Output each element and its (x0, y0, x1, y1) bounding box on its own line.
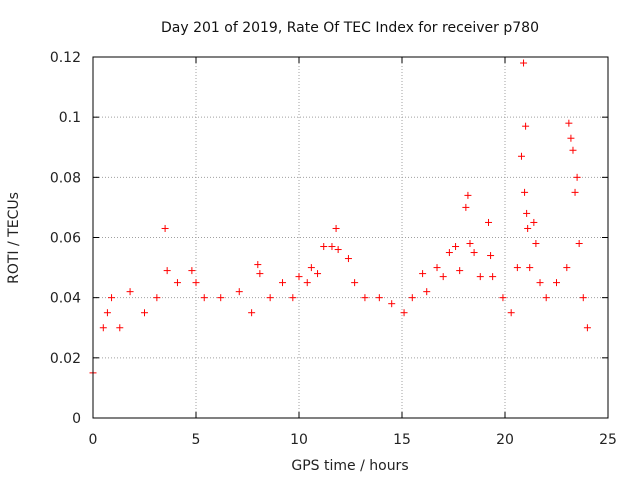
data-point (188, 267, 196, 275)
data-point (569, 146, 577, 154)
data-point (153, 294, 161, 302)
data-point (487, 252, 495, 260)
y-tick-label: 0.02 (50, 351, 81, 367)
data-point (173, 279, 181, 287)
data-point (200, 294, 208, 302)
axis-ticks: 0 0.02 0.04 0.06 0.08 0.1 0.12 0 5 10 15 20 25 (50, 50, 617, 448)
data-point (445, 249, 453, 257)
data-point (116, 324, 124, 332)
y-axis-label: ROTI / TECUs (6, 192, 22, 284)
data-point (99, 324, 107, 332)
data-point (520, 59, 528, 67)
data-point (513, 264, 521, 272)
data-point (303, 279, 311, 287)
data-point (573, 173, 581, 181)
data-point (314, 270, 322, 278)
data-point (462, 203, 470, 211)
y-tick-label: 0.06 (50, 231, 81, 247)
data-point (524, 224, 532, 232)
data-point (375, 294, 383, 302)
plot-frame (92, 56, 609, 419)
data-point (439, 273, 447, 281)
data-point (161, 224, 169, 232)
data-point (320, 243, 328, 251)
data-point (563, 264, 571, 272)
data-point (332, 224, 340, 232)
chart-title: Day 201 of 2019, Rate Of TEC Index for r… (161, 20, 539, 36)
data-point (456, 267, 464, 275)
y-tick-label: 0.1 (59, 110, 81, 126)
data-point (464, 191, 472, 199)
x-axis-label: GPS time / hours (291, 458, 408, 474)
data-point (571, 188, 579, 196)
data-point (489, 273, 497, 281)
data-point (565, 119, 573, 127)
data-point (567, 134, 575, 142)
data-point (530, 218, 538, 226)
data-point (289, 294, 297, 302)
data-point (344, 255, 352, 263)
y-tick-label: 0.08 (50, 170, 81, 186)
data-point (466, 240, 474, 248)
data-point (103, 309, 111, 317)
x-tick-label: 20 (496, 432, 514, 448)
data-point (307, 264, 315, 272)
data-point (141, 309, 148, 317)
data-point (532, 240, 540, 248)
data-point (256, 270, 264, 278)
data-point (266, 294, 274, 302)
data-point (328, 243, 336, 251)
x-tick-label: 0 (89, 432, 98, 448)
data-point (526, 264, 534, 272)
data-point (248, 309, 256, 317)
data-point (388, 300, 396, 308)
data-point (523, 209, 531, 217)
data-point (499, 294, 507, 302)
y-tick-label: 0.12 (50, 50, 81, 66)
data-point (108, 294, 116, 302)
data-point (334, 246, 342, 254)
data-point (163, 267, 171, 275)
data-point (470, 249, 478, 257)
data-point (476, 273, 484, 281)
data-point (433, 264, 441, 272)
data-point (192, 279, 200, 287)
data-point (400, 309, 408, 317)
data-point (295, 273, 303, 281)
data-point (419, 270, 427, 278)
data-point (521, 188, 529, 196)
data-point (408, 294, 416, 302)
x-tick-label: 5 (192, 432, 201, 448)
data-point (235, 288, 243, 296)
data-point (485, 218, 493, 226)
y-tick-label: 0 (72, 411, 81, 427)
data-point (452, 243, 460, 251)
data-point (279, 279, 287, 287)
data-point (423, 288, 431, 296)
data-point (575, 240, 583, 248)
grid-lines (93, 57, 608, 418)
data-point (553, 279, 560, 287)
y-tick-label: 0.04 (50, 291, 81, 307)
x-tick-label: 15 (393, 432, 411, 448)
data-point (217, 294, 225, 302)
data-point (254, 261, 262, 269)
data-point (542, 294, 550, 302)
data-point (579, 294, 587, 302)
data-point (583, 324, 591, 332)
data-point (126, 288, 134, 296)
data-point (536, 279, 544, 287)
data-point (361, 294, 369, 302)
data-point (351, 279, 359, 287)
data-point (507, 309, 515, 317)
data-point (522, 122, 530, 130)
data-points (89, 59, 591, 377)
x-tick-label: 25 (599, 432, 617, 448)
x-tick-label: 10 (290, 432, 308, 448)
data-point (517, 152, 525, 160)
